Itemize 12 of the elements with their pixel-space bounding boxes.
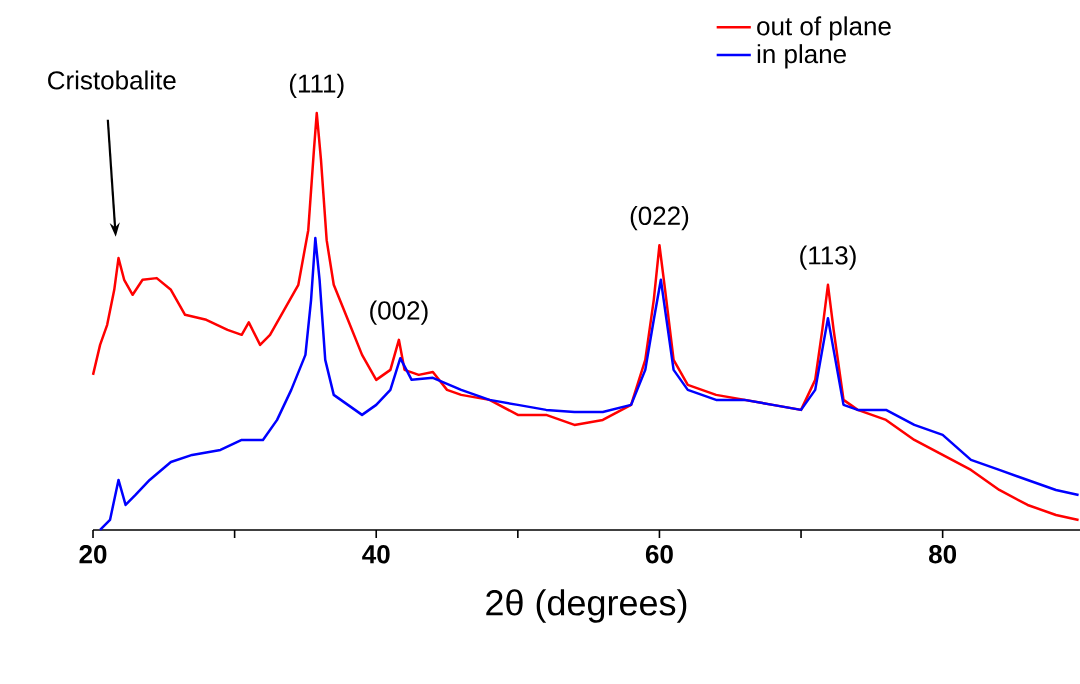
x-axis-title: 2θ (degrees) (486, 589, 687, 623)
legend-label: in plane (757, 44, 846, 69)
legend-label: out of plane (757, 16, 891, 41)
x-tick-label: 20 (79, 545, 107, 564)
annotation: (022) (630, 205, 689, 231)
annotation: (113) (800, 245, 856, 270)
annotation: (002) (370, 300, 428, 325)
x-tick-label: 80 (929, 545, 957, 564)
text: Cristobalite (48, 70, 176, 90)
x-tick-label: 60 (645, 545, 673, 564)
annotation: (111) (289, 73, 344, 98)
x-tick-label: 40 (362, 545, 390, 564)
